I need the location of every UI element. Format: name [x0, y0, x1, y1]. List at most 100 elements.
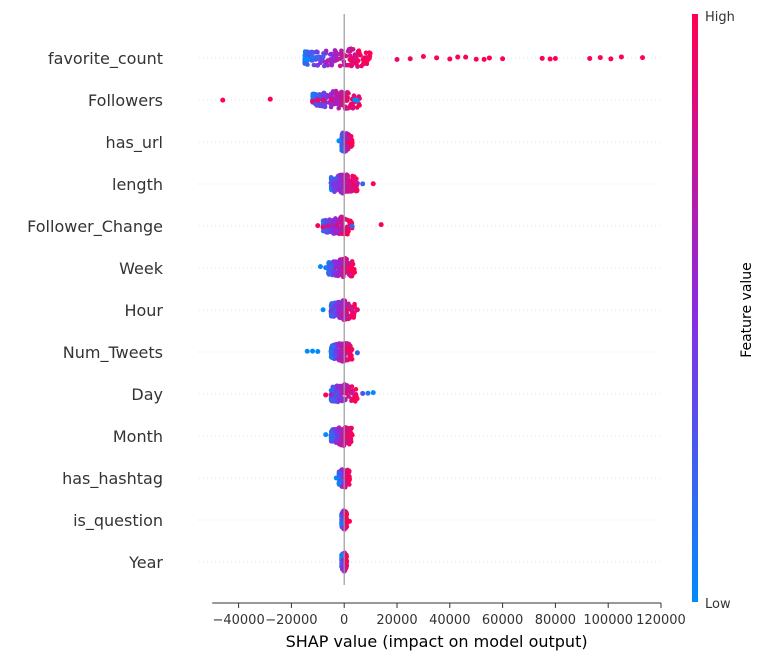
data-point — [310, 349, 315, 354]
data-point — [220, 98, 225, 103]
swarm-point — [347, 47, 352, 52]
data-point — [305, 57, 310, 62]
swarm-point — [336, 274, 341, 279]
colorbar-gradient — [692, 14, 698, 602]
swarm-point — [364, 50, 369, 55]
feature-label: Month — [113, 427, 163, 446]
feature-row: Num_Tweets — [63, 341, 661, 364]
data-point — [321, 225, 326, 230]
swarm-point — [329, 397, 334, 402]
swarm-point — [335, 391, 340, 396]
swarm-point — [357, 50, 362, 55]
data-point — [350, 433, 355, 438]
swarm-point — [339, 522, 344, 527]
data-point — [318, 264, 323, 269]
feature-row: Hour — [124, 298, 661, 322]
swarm-point — [354, 387, 359, 392]
data-point — [315, 223, 320, 228]
swarm-point — [330, 344, 335, 349]
swarm-point — [337, 481, 342, 486]
x-tick-label: 120000 — [636, 613, 686, 628]
swarm-point — [339, 48, 344, 53]
swarm-point — [348, 429, 353, 434]
swarm-point — [335, 102, 340, 107]
data-point — [336, 138, 341, 143]
feature-label: Hour — [124, 301, 163, 320]
data-point — [640, 55, 645, 60]
swarm-point — [368, 51, 373, 56]
data-point — [365, 391, 370, 396]
swarm-point — [354, 62, 359, 67]
data-point — [447, 57, 452, 62]
data-point — [360, 391, 365, 396]
data-point — [355, 181, 360, 186]
swarm-point — [347, 133, 352, 138]
swarm-point — [338, 342, 343, 347]
swarm-point — [355, 189, 360, 194]
feature-label: Week — [119, 259, 164, 278]
data-point — [329, 97, 334, 102]
data-point — [329, 309, 334, 314]
swarm-point — [345, 390, 350, 395]
swarm-point — [337, 307, 342, 312]
data-point — [379, 222, 384, 227]
colorbar-title: Feature value — [739, 262, 755, 358]
swarm-point — [328, 93, 333, 98]
data-point — [608, 56, 613, 61]
swarm-point — [338, 91, 343, 96]
data-point — [321, 54, 326, 59]
swarm-point — [345, 341, 350, 346]
data-point — [598, 55, 603, 60]
data-point — [350, 307, 355, 312]
data-point — [321, 98, 326, 103]
data-point — [315, 349, 320, 354]
swarm-point — [352, 93, 357, 98]
swarm-point — [343, 430, 348, 435]
data-point — [323, 432, 328, 437]
feature-label: favorite_count — [48, 49, 163, 69]
feature-row: has_hashtag — [62, 467, 661, 489]
data-point — [395, 57, 400, 62]
swarm-point — [346, 438, 351, 443]
data-point — [487, 55, 492, 60]
swarm-point — [338, 173, 343, 178]
swarm-point — [311, 50, 316, 55]
swarm-point — [336, 301, 341, 306]
feature-label: has_hashtag — [62, 469, 163, 489]
feature-label: Year — [128, 553, 163, 572]
swarm-point — [336, 106, 341, 111]
data-point — [355, 350, 360, 355]
swarm-point — [331, 56, 336, 61]
x-tick-label: 0 — [340, 613, 348, 628]
x-tick-label: −20000 — [265, 613, 317, 628]
swarm-point — [336, 218, 341, 223]
data-point — [268, 97, 273, 102]
swarm-point — [344, 348, 349, 353]
swarm-point — [336, 384, 341, 389]
data-point — [315, 55, 320, 60]
feature-label: Num_Tweets — [63, 343, 163, 363]
swarm-point — [337, 353, 342, 358]
feature-row: favorite_count — [48, 46, 661, 69]
swarm-point — [344, 106, 349, 111]
colorbar: High Low Feature value — [692, 10, 755, 612]
swarm-point — [344, 98, 349, 103]
data-point — [350, 140, 355, 145]
swarm-point — [351, 106, 356, 111]
swarm-point — [339, 553, 344, 558]
data-point — [355, 307, 360, 312]
swarm-point — [346, 229, 351, 234]
data-point — [315, 98, 320, 103]
swarm-point — [315, 103, 320, 108]
swarm-point — [312, 63, 317, 68]
data-point — [350, 224, 355, 229]
swarm-point — [339, 258, 344, 263]
data-point — [326, 223, 331, 228]
data-point — [355, 98, 360, 103]
swarm-point — [329, 102, 334, 107]
swarm-point — [357, 103, 362, 108]
swarm-point — [328, 218, 333, 223]
data-point — [329, 433, 334, 438]
data-point — [329, 349, 334, 354]
feature-row: has_url — [106, 131, 661, 154]
